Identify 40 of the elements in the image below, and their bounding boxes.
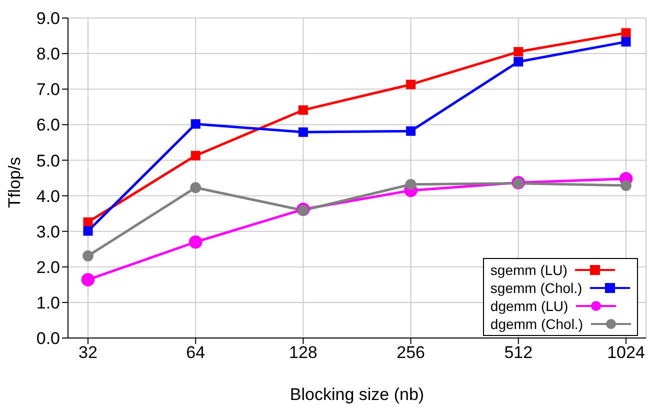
y-tick-label: 5.0 — [36, 151, 60, 170]
legend-label: sgemm (Chol.) — [490, 280, 582, 296]
point — [81, 273, 95, 286]
point — [83, 217, 93, 227]
point — [190, 119, 200, 129]
point — [83, 226, 93, 236]
x-tick-label: 32 — [78, 343, 98, 362]
x-tick-label: 128 — [289, 343, 318, 362]
point — [190, 150, 200, 160]
y-tick-label: 7.0 — [36, 80, 60, 100]
point — [82, 250, 94, 262]
y-axis-title: Tflop/s — [5, 156, 24, 208]
y-tick-label: 2.0 — [36, 258, 60, 277]
point — [621, 28, 631, 38]
point — [620, 180, 632, 191]
y-tick-label: 1.0 — [36, 293, 60, 312]
y-tick-label: 3.0 — [36, 222, 60, 242]
point — [188, 235, 202, 249]
point — [298, 105, 308, 115]
x-tick-label: 512 — [504, 343, 533, 362]
y-tick-label: 4.0 — [36, 186, 60, 206]
y-tick-label: 8.0 — [36, 44, 60, 64]
point — [405, 178, 416, 190]
point — [298, 127, 308, 137]
x-axis-title: Blocking size (nb) — [290, 385, 424, 404]
x-tick-label: 256 — [396, 343, 425, 362]
point — [190, 182, 202, 194]
point — [406, 126, 416, 136]
point — [514, 56, 524, 66]
legend-label: dgemm (Chol.) — [490, 316, 583, 332]
legend-label: dgemm (LU) — [490, 298, 568, 314]
y-tick-label: 9.0 — [36, 9, 60, 28]
y-tick-label: 0.0 — [36, 329, 60, 348]
x-tick-label: 1024 — [607, 343, 645, 362]
point — [406, 80, 416, 90]
y-tick-label: 6.0 — [36, 116, 60, 135]
x-tick-label: 64 — [186, 343, 206, 362]
point — [514, 47, 524, 57]
legend-label: sgemm (LU) — [490, 262, 568, 278]
point — [621, 37, 631, 47]
